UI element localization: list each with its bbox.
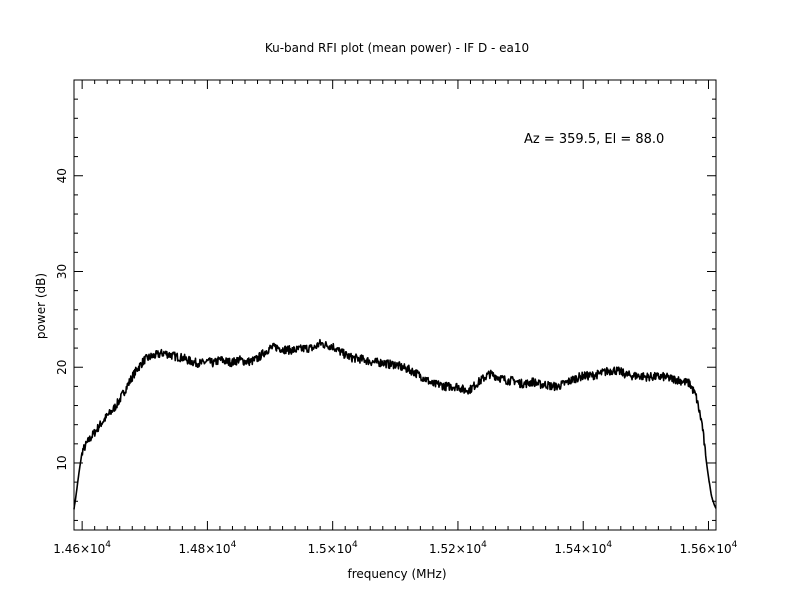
x-tick-label: 1.52×104 [429, 540, 487, 556]
x-axis-label: frequency (MHz) [347, 567, 446, 581]
chart-title: Ku-band RFI plot (mean power) - IF D - e… [265, 41, 529, 55]
y-tick-label: 20 [55, 360, 69, 375]
y-tick-label: 40 [55, 168, 69, 183]
series-line [73, 338, 717, 510]
x-tick-label: 1.54×104 [554, 540, 612, 556]
y-axis-label: power (dB) [34, 273, 48, 339]
x-tick-label: 1.46×104 [53, 540, 111, 556]
y-tick-label: 10 [55, 455, 69, 470]
x-tick-label: 1.5×104 [308, 540, 358, 556]
x-tick-label: 1.48×104 [179, 540, 237, 556]
plot-frame [73, 79, 717, 531]
x-tick-label: 1.56×104 [680, 540, 738, 556]
y-tick-label: 30 [55, 264, 69, 279]
az-el-annotation: Az = 359.5, El = 88.0 [524, 132, 664, 147]
